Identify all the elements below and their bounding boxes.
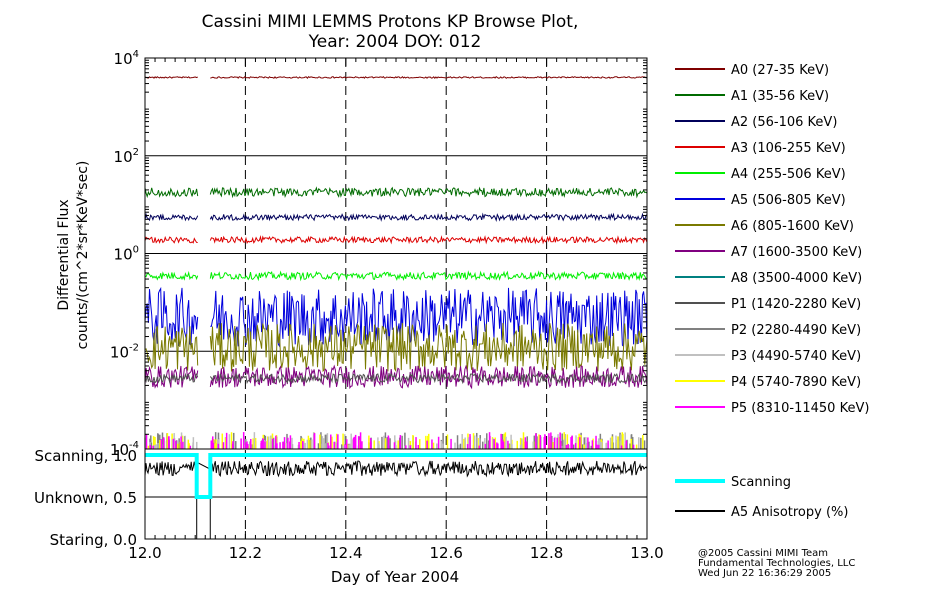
y-axis-label-line1: Differential Flux (56, 199, 72, 310)
x-tick-label: 12.0 (128, 544, 161, 562)
legend-entry: P4 (5740-7890 KeV) (731, 375, 861, 390)
series-line (209, 270, 648, 282)
chart-subtitle: Year: 2004 DOY: 012 (308, 32, 482, 52)
series-line (144, 372, 199, 384)
anisotropy-line (144, 460, 648, 478)
legend-entry: A1 (35-56 KeV) (731, 89, 829, 104)
legend-entry: A5 Anisotropy (%) (731, 505, 848, 520)
series-line (144, 235, 198, 244)
legend-entry: A5 (506-805 KeV) (731, 193, 846, 208)
axes-layer (144, 57, 648, 540)
legend-entry: A7 (1600-3500 KeV) (731, 245, 862, 260)
legend-entry: P5 (8310-11450 KeV) (731, 401, 869, 416)
series-line (209, 372, 648, 385)
y-tick-label: 100 (114, 245, 139, 264)
credit-line2: Fundamental Technologies, LLC (698, 558, 855, 569)
lower-panel (144, 453, 648, 539)
lower-y-label: Staring, 0.0 (50, 531, 137, 549)
chart-title: Cassini MIMI LEMMS Protons KP Browse Plo… (202, 12, 579, 32)
legend: A0 (27-35 KeV) A1 (35-56 KeV) A2 (56-106 K… (675, 63, 869, 520)
credit-line1: @2005 Cassini MIMI Team (698, 548, 828, 559)
series-line (209, 186, 648, 199)
x-tick-label: 12.4 (329, 544, 362, 562)
legend-entry: A8 (3500-4000 KeV) (731, 271, 862, 286)
legend-entry: A3 (106-255 KeV) (731, 141, 846, 156)
legend-entry: P1 (1420-2280 KeV) (731, 297, 861, 312)
y-tick-label: 102 (114, 147, 139, 166)
y-tick-label: 104 (114, 49, 139, 68)
x-tick-label: 13.0 (630, 544, 663, 562)
legend-entry: A6 (805-1600 KeV) (731, 219, 854, 234)
legend-entry: P3 (4490-5740 KeV) (731, 349, 861, 364)
series-layer (144, 75, 648, 449)
series-line (144, 212, 199, 222)
series-line (144, 270, 199, 281)
series-line (209, 235, 648, 245)
legend-entry: P2 (2280-4490 KeV) (731, 323, 861, 338)
lower-y-label: Unknown, 0.5 (34, 489, 137, 507)
scanning-line (145, 453, 647, 499)
credit-line3: Wed Jun 22 16:36:29 2005 (698, 568, 831, 579)
x-tick-label: 12.2 (229, 544, 262, 562)
series-line (144, 187, 199, 199)
tick-labels: 12.0 12.2 12.4 12.6 12.8 13.0 104 102 100 10-2 10-… (34, 49, 664, 562)
lower-y-label: Scanning, 1.0 (34, 447, 137, 465)
x-tick-label: 12.6 (429, 544, 462, 562)
y-axis-label-line2: counts/(cm^2*sr*KeV*sec) (75, 161, 91, 350)
series-line (144, 326, 199, 371)
legend-entry: Scanning (731, 475, 791, 490)
y-tick-label: 10-4 (110, 440, 139, 459)
y-tick-label: 10-2 (110, 342, 139, 361)
legend-entry: A2 (56-106 KeV) (731, 115, 837, 130)
series-line (210, 75, 648, 79)
series-line (209, 322, 648, 373)
x-axis-label: Day of Year 2004 (331, 568, 459, 586)
legend-entry: A4 (255-506 KeV) (731, 167, 846, 182)
legend-entry: A0 (27-35 KeV) (731, 63, 829, 78)
series-line (209, 212, 648, 222)
x-tick-label: 12.8 (530, 544, 563, 562)
series-line (144, 76, 198, 79)
grid-layer (145, 57, 647, 539)
plot-frame (144, 57, 648, 540)
